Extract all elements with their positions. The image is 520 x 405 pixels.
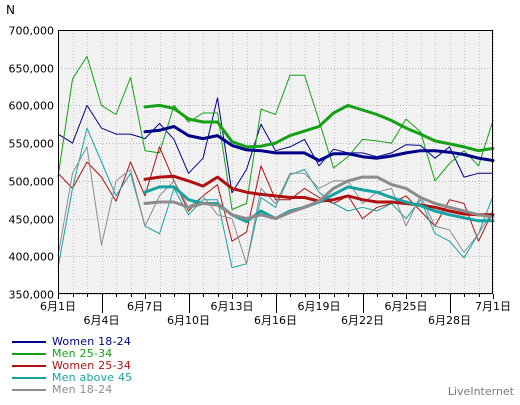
legend-label: Men 25-34 [52, 347, 113, 360]
legend-label: Men 18-24 [52, 383, 113, 396]
y-tick-label: 500,000 [9, 176, 55, 189]
y-tick-label: 350,000 [9, 289, 55, 302]
x-tick-label: 6月7日 [127, 300, 163, 313]
series-daily-line-3 [57, 127, 494, 269]
series-layer [57, 55, 495, 269]
legend-swatch [12, 341, 46, 343]
series-daily-line-1 [57, 55, 494, 210]
y-tick-label: 600,000 [9, 100, 55, 113]
series-trend-line-1 [143, 103, 495, 153]
series-trend-line-0 [143, 125, 495, 162]
y-tick-label: 400,000 [9, 251, 55, 264]
x-tick-label: 6月13日 [211, 300, 254, 313]
legend-swatch [12, 389, 46, 391]
legend-swatch [12, 365, 46, 367]
x-tick-label: 6月1日 [40, 300, 76, 313]
y-axis-label: N [6, 3, 15, 17]
x-tick-label: 6月22日 [341, 314, 384, 327]
x-tick-label: 6月10日 [167, 314, 210, 327]
x-tick-label: 6月4日 [84, 314, 120, 327]
gridlines [58, 30, 494, 295]
legend-label: Women 25-34 [52, 359, 132, 372]
y-tick-label: 700,000 [9, 25, 55, 38]
x-tick-label: 6月28日 [428, 314, 471, 327]
axes: 350,000 400,000 450,000 500,000 550,000 600,0… [9, 25, 512, 328]
x-tick-label: 6月19日 [298, 300, 341, 313]
x-tick-label: 7月1日 [475, 300, 511, 313]
y-tick-label: 650,000 [9, 63, 55, 76]
legend-label: Women 18-24 [52, 335, 132, 348]
legend-swatch [12, 353, 46, 355]
line-chart: 350,000 400,000 450,000 500,000 550,000 600,0… [6, 3, 512, 328]
plot-frame [58, 30, 493, 294]
x-tick-label: 6月25日 [385, 300, 428, 313]
legend-swatch [12, 377, 46, 379]
legend-label: Men above 45 [52, 371, 133, 384]
y-tick-label: 450,000 [9, 214, 55, 227]
x-tick-label: 6月16日 [254, 314, 297, 327]
series-daily-line-2 [57, 146, 494, 242]
brand-logo-text[interactable]: LiveInternet [447, 385, 514, 398]
series-daily-line-0 [57, 97, 493, 194]
series-trend-line-4 [143, 175, 495, 221]
y-tick-label: 550,000 [9, 138, 55, 151]
plot-area [58, 30, 493, 294]
